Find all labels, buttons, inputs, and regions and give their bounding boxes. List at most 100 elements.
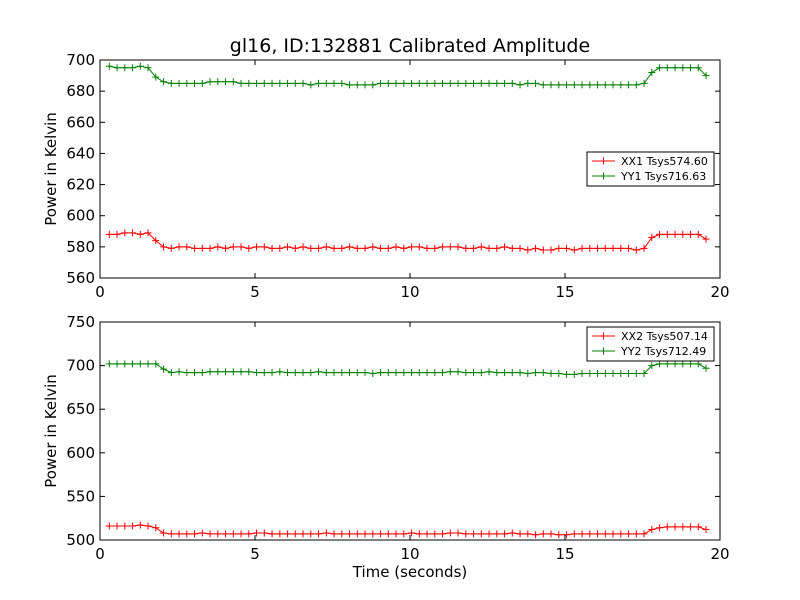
data-point — [260, 529, 268, 537]
data-point — [229, 243, 237, 251]
data-point — [415, 369, 423, 377]
series-1 — [105, 521, 710, 539]
data-point — [656, 64, 664, 72]
data-point — [113, 360, 121, 368]
data-point — [563, 531, 571, 539]
data-point — [516, 81, 524, 89]
data-point — [524, 369, 532, 377]
data-point — [586, 530, 594, 538]
data-point — [439, 369, 447, 377]
data-point — [532, 369, 540, 377]
data-point — [679, 523, 687, 531]
data-point — [315, 79, 323, 87]
data-point — [198, 369, 206, 377]
data-point — [346, 243, 354, 251]
data-point — [299, 243, 307, 251]
data-point — [625, 530, 633, 538]
data-point — [679, 64, 687, 72]
chart-title: gl16, ID:132881 Calibrated Amplitude — [230, 35, 590, 57]
data-point — [671, 230, 679, 238]
data-point — [330, 244, 338, 252]
data-point — [648, 68, 656, 76]
data-point — [454, 368, 462, 376]
data-point — [191, 369, 199, 377]
data-point — [446, 529, 454, 537]
data-point — [291, 244, 299, 252]
data-point — [539, 530, 547, 538]
legend-item: YY1 Tsys716.63 — [592, 170, 706, 183]
data-point — [423, 530, 431, 538]
data-point — [284, 243, 292, 251]
top-plot: 0 5 10 15 20 560 580 600 620 640 660 680 700 Power in… — [42, 51, 730, 301]
data-point — [167, 369, 175, 377]
data-point — [214, 368, 222, 376]
data-point — [245, 530, 253, 538]
data-point — [384, 369, 392, 377]
data-point — [129, 522, 137, 530]
x-tick-label: 10 — [400, 283, 419, 301]
data-point — [563, 370, 571, 378]
data-point — [524, 79, 532, 87]
data-point — [539, 81, 547, 89]
data-point — [617, 530, 625, 538]
data-point — [532, 531, 540, 539]
legend-marker — [600, 332, 607, 340]
data-point — [547, 369, 555, 377]
x-tick-label: 5 — [250, 545, 260, 563]
data-point — [454, 79, 462, 87]
data-point — [601, 530, 609, 538]
data-point — [671, 523, 679, 531]
data-point — [578, 244, 586, 252]
data-point — [105, 62, 113, 70]
data-point — [547, 246, 555, 254]
data-point — [470, 369, 478, 377]
data-point — [191, 79, 199, 87]
data-point — [291, 79, 299, 87]
data-point — [415, 243, 423, 251]
x-tick-label: 0 — [95, 545, 105, 563]
data-point — [586, 244, 594, 252]
data-point — [648, 526, 656, 534]
data-point — [307, 244, 315, 252]
x-tick-label: 15 — [555, 545, 574, 563]
data-point — [253, 243, 261, 251]
data-point — [113, 522, 121, 530]
data-point — [702, 526, 710, 534]
data-point — [594, 530, 602, 538]
data-point — [408, 369, 416, 377]
data-point — [555, 531, 563, 539]
data-point — [369, 81, 377, 89]
data-point — [679, 230, 687, 238]
data-point — [198, 79, 206, 87]
data-point — [555, 244, 563, 252]
data-point — [260, 243, 268, 251]
data-point — [129, 360, 137, 368]
data-point — [214, 243, 222, 251]
data-point — [237, 368, 245, 376]
legend-label: XX1 Tsys574.60 — [621, 155, 708, 168]
data-point — [516, 369, 524, 377]
data-point — [330, 79, 338, 87]
data-point — [578, 81, 586, 89]
data-point — [152, 524, 160, 532]
data-point — [663, 523, 671, 531]
data-point — [570, 246, 578, 254]
data-point — [369, 530, 377, 538]
data-point — [485, 368, 493, 376]
data-point — [648, 362, 656, 370]
data-point — [121, 229, 129, 237]
data-point — [260, 369, 268, 377]
data-point — [462, 79, 470, 87]
y-tick-label: 750 — [66, 313, 95, 331]
data-point — [121, 360, 129, 368]
y-tick-label: 680 — [66, 82, 95, 100]
data-point — [570, 81, 578, 89]
data-point — [423, 244, 431, 252]
data-point — [400, 530, 408, 538]
data-point — [485, 530, 493, 538]
y-tick-label: 580 — [66, 238, 95, 256]
data-point — [454, 243, 462, 251]
data-point — [183, 243, 191, 251]
data-point — [268, 369, 276, 377]
data-point — [260, 79, 268, 87]
